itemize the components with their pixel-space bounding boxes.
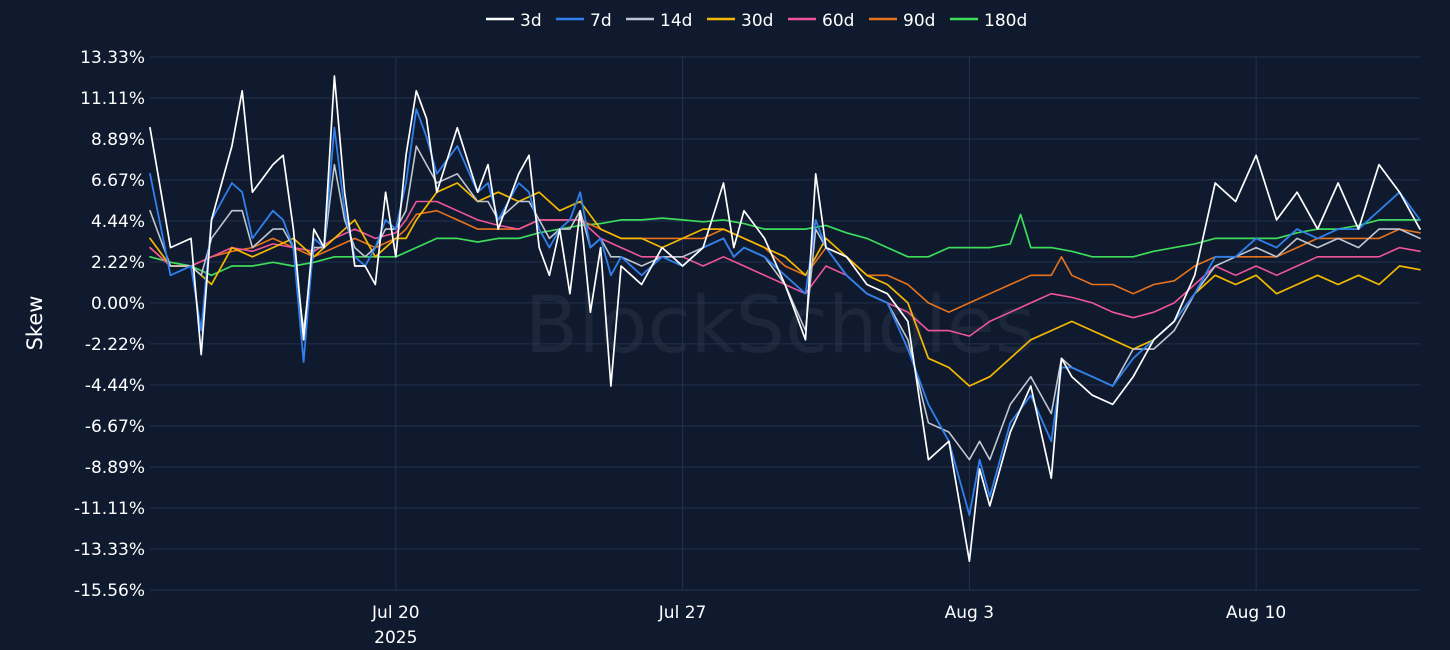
legend-label: 7d (590, 11, 612, 31)
legend-label: 30d (741, 11, 773, 31)
y-tick-label: 2.22% (91, 253, 145, 273)
legend[interactable]: 3d 7d 14d 30d 60d 90d 180d (486, 11, 1027, 31)
watermark-text: BlockScholes (525, 281, 1036, 371)
x-tick-sublabel: 2025 (374, 628, 417, 648)
y-tick-label: -6.67% (85, 417, 145, 437)
x-tick-label: Aug 3 (945, 603, 994, 623)
legend-item-180d[interactable]: 180d (950, 11, 1027, 31)
y-axis-title: Skew (23, 296, 47, 351)
y-tick-label: 4.44% (91, 212, 145, 232)
legend-item-90d[interactable]: 90d (869, 11, 935, 31)
legend-label: 14d (660, 11, 692, 31)
y-tick-label: -4.44% (85, 376, 145, 396)
y-tick-label: -15.56% (74, 581, 145, 601)
series-line-7d (149, 108, 1421, 516)
y-tick-label: 8.89% (91, 130, 145, 150)
legend-item-60d[interactable]: 60d (788, 11, 854, 31)
series-line-30d (149, 182, 1421, 387)
legend-item-30d[interactable]: 30d (707, 11, 773, 31)
y-tick-label: 6.67% (91, 171, 145, 191)
x-axis: Jul 20 2025 Jul 27 Aug 3 Aug 10 (371, 603, 1286, 648)
grid-lines (150, 56, 1420, 591)
y-tick-label: -8.89% (85, 458, 145, 478)
legend-label: 90d (903, 11, 935, 31)
y-tick-label: 0.00% (91, 294, 145, 314)
x-tick-label: Jul 20 (371, 603, 420, 623)
legend-label: 180d (984, 11, 1027, 31)
legend-label: 60d (822, 11, 854, 31)
x-tick-label: Jul 27 (658, 603, 707, 623)
legend-label: 3d (520, 11, 542, 31)
series-layer (149, 75, 1421, 563)
legend-item-3d[interactable]: 3d (486, 11, 542, 31)
y-tick-label: -11.11% (74, 499, 145, 519)
y-tick-label: 13.33% (80, 48, 145, 68)
y-tick-label: 11.11% (80, 89, 145, 109)
legend-item-7d[interactable]: 7d (556, 11, 612, 31)
y-tick-label: -13.33% (74, 540, 145, 560)
x-tick-label: Aug 10 (1226, 603, 1286, 623)
y-axis: 13.33% 11.11% 8.89% 6.67% 4.44% 2.22% 0.00% -2.… (74, 48, 145, 601)
y-tick-label: -2.22% (85, 335, 145, 355)
legend-item-14d[interactable]: 14d (626, 11, 692, 31)
series-line-3d (149, 75, 1421, 563)
